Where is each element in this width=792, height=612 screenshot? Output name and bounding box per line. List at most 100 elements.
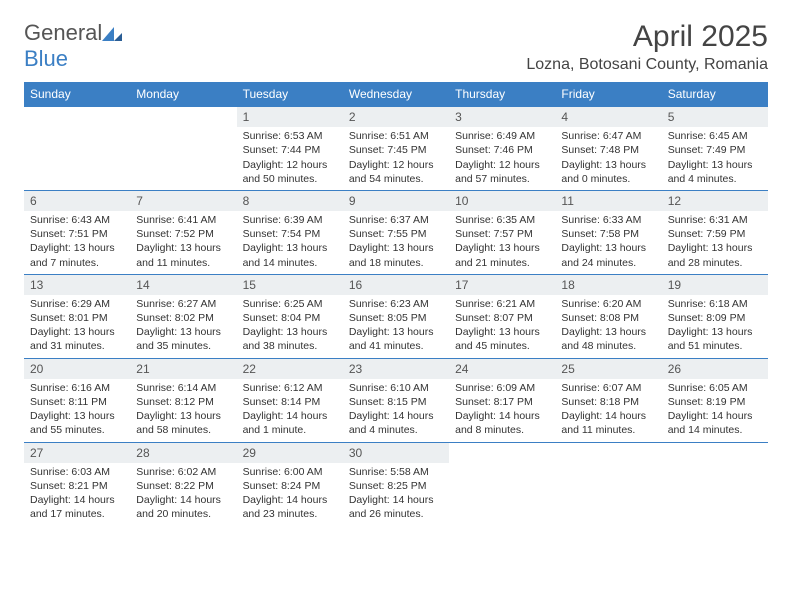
sunset-text: Sunset: 7:54 PM (243, 227, 337, 241)
cell-body: Sunrise: 6:37 AMSunset: 7:55 PMDaylight:… (343, 211, 449, 274)
cell-body: Sunrise: 6:39 AMSunset: 7:54 PMDaylight:… (237, 211, 343, 274)
cell-body: Sunrise: 6:43 AMSunset: 7:51 PMDaylight:… (24, 211, 130, 274)
day-number: 26 (662, 359, 768, 379)
calendar-cell: 24Sunrise: 6:09 AMSunset: 8:17 PMDayligh… (449, 358, 555, 442)
calendar-cell: 5Sunrise: 6:45 AMSunset: 7:49 PMDaylight… (662, 107, 768, 191)
sunset-text: Sunset: 7:51 PM (30, 227, 124, 241)
calendar-body: ....1Sunrise: 6:53 AMSunset: 7:44 PMDayl… (24, 107, 768, 526)
calendar-cell: 9Sunrise: 6:37 AMSunset: 7:55 PMDaylight… (343, 190, 449, 274)
sunset-text: Sunset: 8:24 PM (243, 479, 337, 493)
calendar-cell: .. (24, 107, 130, 191)
calendar-cell: .. (130, 107, 236, 191)
day-number: 29 (237, 443, 343, 463)
daylight-text: Daylight: 13 hours and 14 minutes. (243, 241, 337, 269)
sunset-text: Sunset: 7:46 PM (455, 143, 549, 157)
day-number: 11 (555, 191, 661, 211)
daylight-text: Daylight: 14 hours and 17 minutes. (30, 493, 124, 521)
day-number: 7 (130, 191, 236, 211)
calendar-table: SundayMondayTuesdayWednesdayThursdayFrid… (24, 82, 768, 525)
cell-body: Sunrise: 6:23 AMSunset: 8:05 PMDaylight:… (343, 295, 449, 358)
sunrise-text: Sunrise: 6:43 AM (30, 213, 124, 227)
calendar-cell: .. (662, 442, 768, 525)
daylight-text: Daylight: 13 hours and 31 minutes. (30, 325, 124, 353)
sunset-text: Sunset: 7:44 PM (243, 143, 337, 157)
day-number: 6 (24, 191, 130, 211)
calendar-cell: 11Sunrise: 6:33 AMSunset: 7:58 PMDayligh… (555, 190, 661, 274)
calendar-cell: .. (555, 442, 661, 525)
cell-body: Sunrise: 6:45 AMSunset: 7:49 PMDaylight:… (662, 127, 768, 190)
logo: General Blue (24, 20, 122, 72)
day-number: 17 (449, 275, 555, 295)
day-number: 23 (343, 359, 449, 379)
day-header: Saturday (662, 82, 768, 107)
sunrise-text: Sunrise: 6:27 AM (136, 297, 230, 311)
day-header: Monday (130, 82, 236, 107)
sunset-text: Sunset: 8:17 PM (455, 395, 549, 409)
day-number: 19 (662, 275, 768, 295)
calendar-cell: 19Sunrise: 6:18 AMSunset: 8:09 PMDayligh… (662, 274, 768, 358)
day-number: 2 (343, 107, 449, 127)
calendar-row: 6Sunrise: 6:43 AMSunset: 7:51 PMDaylight… (24, 190, 768, 274)
cell-body: Sunrise: 6:00 AMSunset: 8:24 PMDaylight:… (237, 463, 343, 526)
calendar-cell: .. (449, 442, 555, 525)
calendar-cell: 25Sunrise: 6:07 AMSunset: 8:18 PMDayligh… (555, 358, 661, 442)
daylight-text: Daylight: 13 hours and 18 minutes. (349, 241, 443, 269)
sunset-text: Sunset: 8:22 PM (136, 479, 230, 493)
cell-body: Sunrise: 6:10 AMSunset: 8:15 PMDaylight:… (343, 379, 449, 442)
sunrise-text: Sunrise: 6:53 AM (243, 129, 337, 143)
sunset-text: Sunset: 8:04 PM (243, 311, 337, 325)
sunset-text: Sunset: 8:09 PM (668, 311, 762, 325)
sunrise-text: Sunrise: 6:31 AM (668, 213, 762, 227)
sunrise-text: Sunrise: 6:35 AM (455, 213, 549, 227)
calendar-cell: 3 Sunrise: 6:49 AMSunset: 7:46 PMDaylight… (449, 107, 555, 191)
cell-body: Sunrise: 6:21 AMSunset: 8:07 PMDaylight:… (449, 295, 555, 358)
calendar-cell: 29Sunrise: 6:00 AMSunset: 8:24 PMDayligh… (237, 442, 343, 525)
daylight-text: Daylight: 13 hours and 45 minutes. (455, 325, 549, 353)
logo-word1: General (24, 20, 102, 45)
calendar-row: ....1Sunrise: 6:53 AMSunset: 7:44 PMDayl… (24, 107, 768, 191)
day-number: 10 (449, 191, 555, 211)
day-number: 4 (555, 107, 661, 127)
cell-body: Sunrise: 6:27 AMSunset: 8:02 PMDaylight:… (130, 295, 236, 358)
cell-body: Sunrise: 6:16 AMSunset: 8:11 PMDaylight:… (24, 379, 130, 442)
day-header: Wednesday (343, 82, 449, 107)
daylight-text: Daylight: 14 hours and 1 minute. (243, 409, 337, 437)
sunrise-text: Sunrise: 6:49 AM (455, 129, 549, 143)
cell-body: Sunrise: 6:05 AMSunset: 8:19 PMDaylight:… (662, 379, 768, 442)
sunrise-text: Sunrise: 6:09 AM (455, 381, 549, 395)
sunset-text: Sunset: 8:08 PM (561, 311, 655, 325)
daylight-text: Daylight: 14 hours and 26 minutes. (349, 493, 443, 521)
calendar-cell: 15Sunrise: 6:25 AMSunset: 8:04 PMDayligh… (237, 274, 343, 358)
sunset-text: Sunset: 8:07 PM (455, 311, 549, 325)
day-number: 1 (237, 107, 343, 127)
logo-word2: Blue (24, 46, 68, 71)
cell-body: Sunrise: 6:25 AMSunset: 8:04 PMDaylight:… (237, 295, 343, 358)
cell-body: Sunrise: 6:29 AMSunset: 8:01 PMDaylight:… (24, 295, 130, 358)
daylight-text: Daylight: 13 hours and 58 minutes. (136, 409, 230, 437)
day-number: 14 (130, 275, 236, 295)
sunrise-text: Sunrise: 6:45 AM (668, 129, 762, 143)
day-number: 25 (555, 359, 661, 379)
daylight-text: Daylight: 13 hours and 51 minutes. (668, 325, 762, 353)
day-header: Thursday (449, 82, 555, 107)
day-number: 20 (24, 359, 130, 379)
page-title: April 2025 (526, 20, 768, 54)
logo-text: General Blue (24, 20, 122, 72)
day-number: 13 (24, 275, 130, 295)
daylight-text: Daylight: 12 hours and 57 minutes. (455, 158, 549, 186)
calendar-cell: 2Sunrise: 6:51 AMSunset: 7:45 PMDaylight… (343, 107, 449, 191)
sunrise-text: Sunrise: 6:47 AM (561, 129, 655, 143)
calendar-cell: 4Sunrise: 6:47 AMSunset: 7:48 PMDaylight… (555, 107, 661, 191)
day-number: 3 (449, 107, 555, 127)
day-number: 8 (237, 191, 343, 211)
daylight-text: Daylight: 13 hours and 7 minutes. (30, 241, 124, 269)
sunrise-text: Sunrise: 6:12 AM (243, 381, 337, 395)
cell-body: Sunrise: 6:35 AMSunset: 7:57 PMDaylight:… (449, 211, 555, 274)
sunrise-text: Sunrise: 6:41 AM (136, 213, 230, 227)
calendar-cell: 26Sunrise: 6:05 AMSunset: 8:19 PMDayligh… (662, 358, 768, 442)
cell-body: Sunrise: 5:58 AMSunset: 8:25 PMDaylight:… (343, 463, 449, 526)
calendar-cell: 27Sunrise: 6:03 AMSunset: 8:21 PMDayligh… (24, 442, 130, 525)
sunrise-text: Sunrise: 6:07 AM (561, 381, 655, 395)
cell-body: Sunrise: 6:47 AMSunset: 7:48 PMDaylight:… (555, 127, 661, 190)
sunrise-text: Sunrise: 6:33 AM (561, 213, 655, 227)
